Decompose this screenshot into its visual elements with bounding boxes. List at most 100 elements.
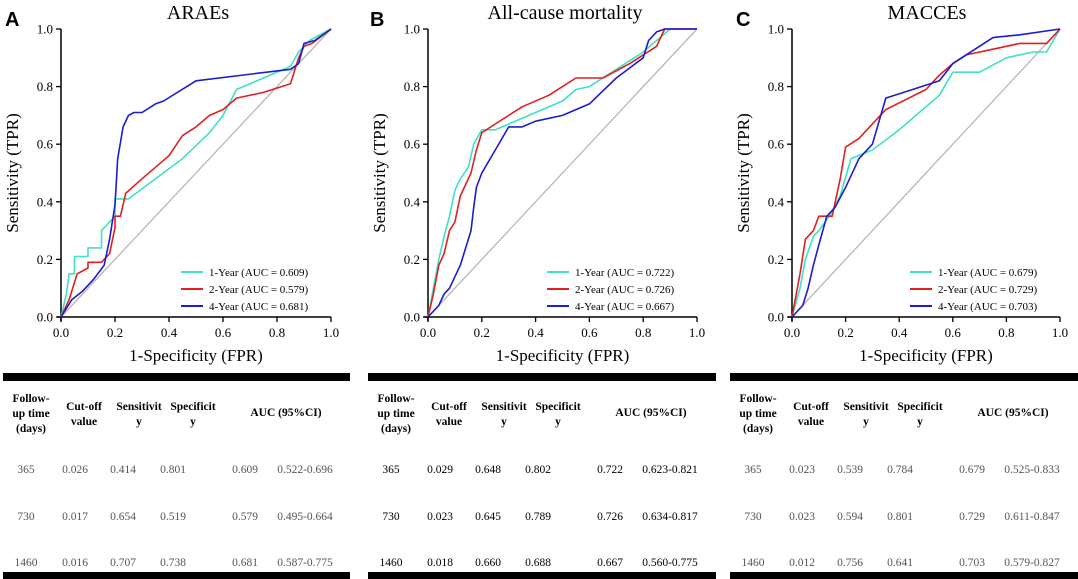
table-cell-days: 365: [382, 464, 400, 476]
y-tick-label: 1.0: [768, 22, 784, 37]
roc-curve-3: [791, 28, 1061, 318]
x-tick-label: 0.4: [891, 325, 908, 340]
roc-curve-3: [427, 28, 697, 318]
table-cell-sensitivity: 0.660: [475, 557, 501, 569]
table-cell-days: 730: [744, 511, 762, 523]
roc-curve-1: [427, 28, 697, 318]
table-cell-days: 365: [744, 464, 762, 476]
table-top-rule: [3, 373, 350, 381]
table-cell-auc: 0.681: [232, 557, 258, 569]
table-header-3: Sensitivit y: [843, 401, 889, 428]
table-cell-sensitivity: 0.756: [837, 557, 863, 569]
y-axis-label: Sensitivity (TPR): [3, 113, 22, 232]
table-cell-cutoff: 0.016: [62, 557, 88, 569]
table-header-1: Follow- up time (days): [739, 393, 777, 435]
x-axis-label: 1-Specificity (FPR): [859, 346, 993, 365]
y-axis-label: Sensitivity (TPR): [734, 113, 753, 232]
table-cell-cutoff: 0.023: [789, 464, 815, 476]
x-tick-label: 0.8: [998, 325, 1014, 340]
legend-entry: 1-Year (AUC = 0.722): [575, 267, 675, 279]
table-cell-specificity: 0.801: [887, 511, 913, 523]
table-cell-cutoff: 0.017: [62, 511, 88, 523]
x-axis-label: 1-Specificity (FPR): [496, 346, 630, 365]
y-tick-label: 0.0: [404, 310, 420, 325]
y-tick-label: 0.6: [37, 137, 54, 152]
table-cell-ci: 0.525-0.833: [1004, 464, 1060, 476]
x-tick-label: 0.6: [215, 325, 232, 340]
roc-figure: A ARAEs 0.0 0.2 0.4 0.6 0.8 1.0 0.0 0.2 0.4 0.6 0.8 1…: [3, 2, 1068, 365]
table-top-rule: [730, 373, 1078, 381]
table-cell-specificity: 0.801: [160, 464, 186, 476]
y-tick-label: 0.8: [404, 79, 420, 94]
table-header-1: Follow- up time (days): [377, 393, 415, 435]
legend-entry: 2-Year (AUC = 0.729): [938, 284, 1038, 296]
table-cell-auc: 0.703: [959, 557, 985, 569]
y-tick-label: 0.2: [768, 252, 784, 267]
table-cell-specificity: 0.738: [160, 557, 186, 569]
panel-c: C MACCEs 0.0 0.2 0.4 0.6 0.8 1.0 0.0 0.2 0.4 0.6 0.8…: [734, 2, 1068, 365]
table-bottom-rule: [730, 572, 1078, 579]
x-tick-label: 0.6: [945, 325, 962, 340]
table-header-2: Cut-off value: [66, 401, 102, 428]
x-tick-label: 0.6: [581, 325, 598, 340]
reference-diagonal: [427, 28, 698, 318]
roc-curve-2: [427, 28, 697, 318]
table-cell-ci: 0.634-0.817: [642, 511, 698, 523]
table-cell-specificity: 0.519: [160, 511, 186, 523]
table-cell-ci: 0.623-0.821: [642, 464, 698, 476]
table-cell-days: 1460: [741, 557, 765, 569]
table-cell-cutoff: 0.018: [427, 557, 453, 569]
x-tick-label: 0.0: [420, 325, 436, 340]
table-cell-specificity: 0.641: [887, 557, 913, 569]
panel-letter: A: [5, 9, 19, 31]
roc-curve-1: [791, 28, 1061, 318]
table-cell-ci: 0.495-0.664: [277, 511, 333, 523]
table-cell-auc: 0.726: [597, 511, 623, 523]
panel-title: ARAEs: [167, 2, 229, 24]
legend-entry: 1-Year (AUC = 0.679): [938, 267, 1038, 279]
y-axis-label: Sensitivity (TPR): [370, 113, 389, 232]
y-tick-label: 0.6: [768, 137, 785, 152]
legend-entry: 4-Year (AUC = 0.681): [209, 301, 309, 313]
roc-curve-2: [791, 28, 1061, 318]
table-cell-days: 1460: [14, 557, 38, 569]
panel-title: MACCEs: [888, 2, 967, 24]
table-cell-cutoff: 0.012: [789, 557, 815, 569]
table-cell-auc: 0.609: [232, 464, 258, 476]
table-cell-cutoff: 0.029: [427, 464, 453, 476]
table-header-2: Cut-off value: [793, 401, 829, 428]
table-top-rule: [368, 373, 716, 381]
table-header-2: Cut-off value: [431, 401, 467, 428]
legend-entry: 4-Year (AUC = 0.703): [938, 301, 1038, 313]
legend-entry: 1-Year (AUC = 0.609): [209, 267, 309, 279]
y-tick-label: 0.4: [37, 194, 54, 209]
panel-title: All-cause mortality: [488, 2, 643, 24]
y-tick-label: 0.0: [37, 310, 53, 325]
table-cell-specificity: 0.688: [525, 557, 551, 569]
table-cell-days: 730: [382, 511, 400, 523]
y-tick-label: 0.0: [768, 310, 784, 325]
table-header-5: AUC (95%CI): [977, 407, 1049, 419]
x-axis-label: 1-Specificity (FPR): [129, 346, 263, 365]
roc-curve-2: [60, 28, 332, 318]
panel-a: A ARAEs 0.0 0.2 0.4 0.6 0.8 1.0 0.0 0.2 0.4 0.6 0.8 1…: [3, 2, 339, 365]
x-tick-label: 1.0: [689, 325, 705, 340]
table-panel-b: Follow- up time (days) Cut-off value Sensi…: [368, 373, 716, 579]
table-cell-days: 1460: [379, 557, 403, 569]
table-cell-specificity: 0.802: [525, 464, 551, 476]
y-tick-label: 0.2: [37, 252, 53, 267]
table-cell-sensitivity: 0.414: [110, 464, 136, 476]
panel-b: B All-cause mortality 0.0 0.2 0.4 0.6 0.8 1.0 0.…: [370, 2, 705, 365]
panel-letter: B: [370, 9, 384, 31]
table-cell-specificity: 0.789: [525, 511, 551, 523]
table-cell-sensitivity: 0.645: [475, 511, 501, 523]
table-cell-ci: 0.611-0.847: [1004, 511, 1060, 523]
table-header-3: Sensitivit y: [481, 401, 527, 428]
reference-diagonal: [791, 28, 1061, 318]
legend-entry: 2-Year (AUC = 0.579): [209, 284, 309, 296]
table-cell-days: 730: [17, 511, 35, 523]
table-panel-c: Follow- up time (days) Cut-off value Sensi…: [730, 373, 1078, 579]
x-tick-label: 0.0: [784, 325, 800, 340]
table-cell-ci: 0.560-0.775: [642, 557, 698, 569]
table-cell-sensitivity: 0.648: [475, 464, 501, 476]
